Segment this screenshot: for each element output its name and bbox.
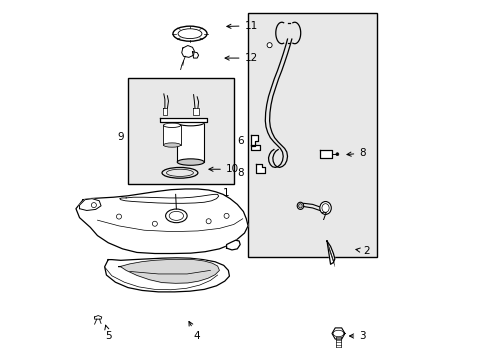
Polygon shape bbox=[192, 108, 198, 115]
Bar bbox=[163, 125, 180, 145]
Polygon shape bbox=[118, 260, 219, 283]
Ellipse shape bbox=[177, 159, 203, 165]
Ellipse shape bbox=[163, 123, 180, 127]
Polygon shape bbox=[192, 51, 198, 58]
Polygon shape bbox=[80, 199, 101, 211]
Polygon shape bbox=[256, 164, 264, 173]
Polygon shape bbox=[250, 135, 257, 146]
Polygon shape bbox=[160, 118, 206, 122]
Text: 6: 6 bbox=[236, 136, 243, 145]
Circle shape bbox=[91, 203, 96, 208]
Bar bbox=[247, 13, 376, 257]
Polygon shape bbox=[76, 189, 247, 253]
Ellipse shape bbox=[321, 204, 328, 212]
Polygon shape bbox=[94, 316, 102, 319]
Text: 8: 8 bbox=[236, 168, 243, 178]
Circle shape bbox=[206, 219, 211, 224]
Polygon shape bbox=[182, 45, 194, 57]
Ellipse shape bbox=[163, 143, 180, 147]
Ellipse shape bbox=[165, 209, 187, 223]
Text: 7: 7 bbox=[320, 212, 326, 221]
Circle shape bbox=[224, 213, 228, 219]
Ellipse shape bbox=[297, 202, 303, 210]
Bar bbox=[128, 78, 233, 184]
Circle shape bbox=[335, 153, 338, 156]
Polygon shape bbox=[104, 258, 229, 292]
Ellipse shape bbox=[178, 29, 202, 39]
Text: 4: 4 bbox=[188, 321, 200, 341]
Text: 1: 1 bbox=[222, 188, 229, 198]
Ellipse shape bbox=[319, 202, 330, 215]
Text: 12: 12 bbox=[224, 53, 257, 63]
Circle shape bbox=[266, 42, 271, 48]
Polygon shape bbox=[331, 328, 344, 339]
Ellipse shape bbox=[162, 167, 198, 178]
Text: 11: 11 bbox=[226, 21, 257, 31]
Text: 8: 8 bbox=[346, 148, 365, 158]
Ellipse shape bbox=[332, 330, 343, 337]
Polygon shape bbox=[250, 145, 259, 149]
Text: 5: 5 bbox=[104, 325, 112, 341]
Ellipse shape bbox=[298, 204, 302, 208]
Polygon shape bbox=[319, 149, 332, 158]
Polygon shape bbox=[163, 108, 167, 115]
Circle shape bbox=[116, 214, 121, 219]
Text: 2: 2 bbox=[355, 246, 369, 256]
Polygon shape bbox=[226, 240, 240, 250]
Ellipse shape bbox=[169, 211, 183, 220]
Text: 9: 9 bbox=[117, 132, 124, 142]
Text: 3: 3 bbox=[349, 331, 365, 341]
Circle shape bbox=[152, 221, 157, 226]
Text: 10: 10 bbox=[208, 164, 239, 174]
Bar bbox=[177, 123, 203, 162]
Ellipse shape bbox=[173, 26, 206, 41]
Ellipse shape bbox=[177, 120, 203, 126]
Ellipse shape bbox=[166, 169, 193, 176]
Polygon shape bbox=[326, 241, 334, 264]
